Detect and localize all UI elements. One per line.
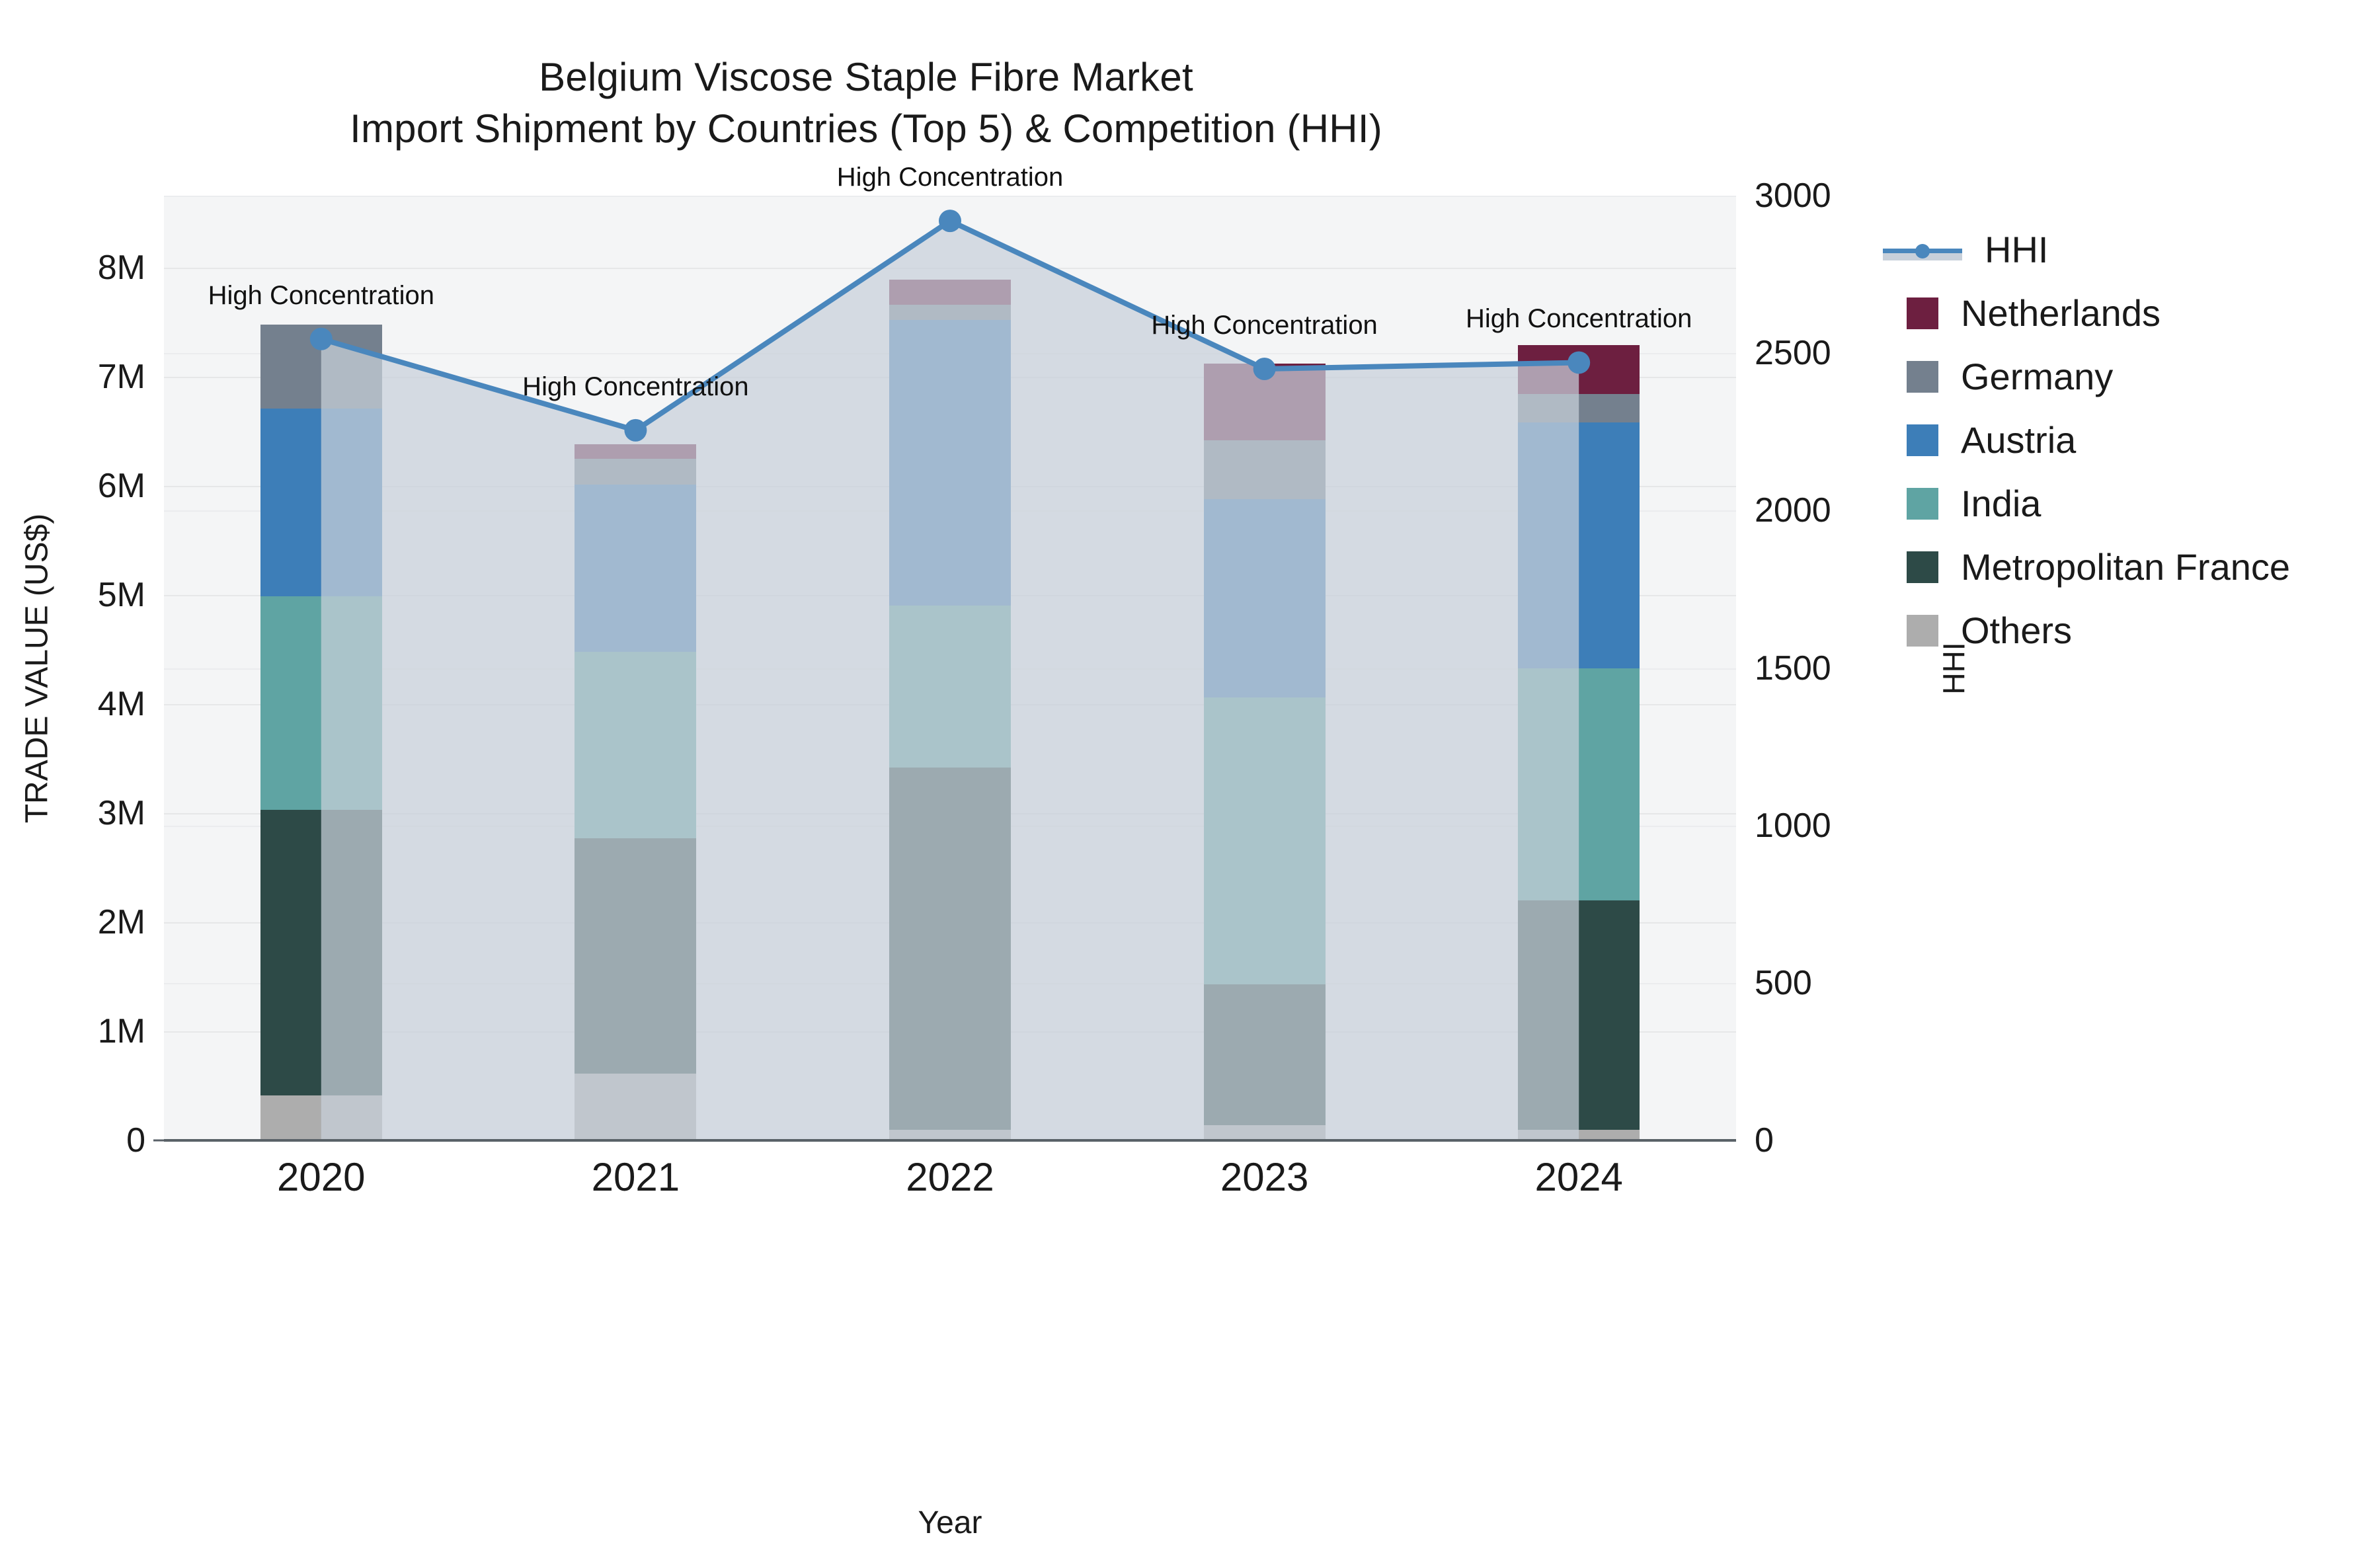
bar-segment-austria[interactable]	[260, 408, 382, 596]
bar-segment-metropolitan-france[interactable]	[1518, 900, 1640, 1130]
y-axis-left-tick-label: 7M	[97, 357, 145, 396]
bar-segment-others[interactable]	[575, 1074, 697, 1140]
legend-label: Netherlands	[1961, 292, 2161, 334]
y-axis-right-tick-label: 1000	[1755, 806, 1831, 845]
chart-title-line1: Belgium Viscose Staple Fibre Market	[539, 55, 1193, 99]
bar-segment-germany[interactable]	[260, 324, 382, 409]
legend-item-hhi[interactable]: HHI	[1883, 218, 2372, 282]
bar-segment-germany[interactable]	[1203, 440, 1326, 499]
annotation-high-concentration-2020: High Concentration	[208, 280, 435, 310]
legend-label: India	[1961, 483, 2042, 524]
legend-label: Others	[1961, 610, 2073, 651]
annotation-high-concentration-2022: High Concentration	[836, 163, 1064, 192]
legend-label: HHI	[1985, 229, 2049, 270]
legend-label: Metropolitan France	[1961, 546, 2291, 588]
bar-2024[interactable]	[1518, 196, 1640, 1140]
legend: HHI Netherlands Germany Austria India Metropo…	[1883, 218, 2372, 662]
bar-segment-india[interactable]	[1203, 697, 1326, 985]
annotation-high-concentration-2024: High Concentration	[1465, 304, 1692, 334]
annotation-high-concentration-2021: High Concentration	[522, 372, 749, 401]
x-axis-tick-label-2022: 2022	[906, 1155, 994, 1199]
bar-2021[interactable]	[575, 196, 697, 1140]
y-axis-tick-mark	[153, 1139, 164, 1142]
legend-label: Austria	[1961, 419, 2077, 461]
legend-swatch-icon	[1907, 424, 1938, 456]
legend-swatch-icon	[1907, 361, 1938, 393]
y-axis-right-tick-label: 1500	[1755, 649, 1831, 688]
bar-segment-austria[interactable]	[1518, 422, 1640, 668]
bar-segment-germany[interactable]	[889, 305, 1011, 321]
chart-title-line2: Import Shipment by Countries (Top 5) & C…	[350, 106, 1382, 151]
legend-item-others[interactable]: Others	[1883, 599, 2372, 662]
x-axis-tick-label-2023: 2023	[1220, 1155, 1309, 1199]
y-axis-left-tick-label: 1M	[97, 1011, 145, 1050]
bar-segment-germany[interactable]	[1518, 394, 1640, 423]
legend-label: Germany	[1961, 356, 2114, 397]
y-axis-left-tick-label: 0	[126, 1121, 145, 1160]
legend-item-metropolitan-france[interactable]: Metropolitan France	[1883, 535, 2372, 599]
y-axis-right-tick-label: 3000	[1755, 177, 1831, 215]
bar-2020[interactable]	[260, 196, 382, 1140]
x-axis-tick-label-2021: 2021	[591, 1155, 680, 1199]
legend-item-austria[interactable]: Austria	[1883, 409, 2372, 472]
bar-segment-netherlands[interactable]	[1203, 364, 1326, 440]
legend-line-marker-icon	[1883, 234, 1962, 266]
bar-segment-austria[interactable]	[889, 320, 1011, 606]
bar-segment-metropolitan-france[interactable]	[889, 767, 1011, 1130]
bar-segment-others[interactable]	[1203, 1125, 1326, 1140]
bar-segment-netherlands[interactable]	[575, 444, 697, 459]
bar-segment-india[interactable]	[1518, 668, 1640, 900]
legend-item-netherlands[interactable]: Netherlands	[1883, 282, 2372, 345]
bar-segment-others[interactable]	[260, 1095, 382, 1140]
y-axis-right-tick-label: 500	[1755, 963, 1812, 1002]
legend-swatch-icon	[1907, 297, 1938, 329]
y-axis-right-tick-label: 2000	[1755, 491, 1831, 530]
bar-segment-india[interactable]	[260, 596, 382, 810]
y-axis-left-title: TRADE VALUE (US$)	[19, 513, 55, 823]
plot-area: 0 1M 2M 3M 4M 5M 6M 7M 8M 0 500 1000 1500 2000 2500 30…	[20, 163, 1971, 1540]
legend-item-india[interactable]: India	[1883, 472, 2372, 535]
y-axis-right-tick-label: 0	[1755, 1121, 1774, 1160]
chart-root: Belgium Viscose Staple Fibre Market Impo…	[0, 52, 2372, 1540]
y-axis-left-tick-label: 3M	[97, 793, 145, 832]
x-axis-line	[164, 1139, 1736, 1142]
y-axis-left-tick-label: 6M	[97, 466, 145, 505]
legend-swatch-icon	[1907, 615, 1938, 647]
bar-segment-india[interactable]	[889, 606, 1011, 768]
chart-title: Belgium Viscose Staple Fibre Market Impo…	[0, 52, 1732, 155]
y-axis-left-tick-label: 8M	[97, 248, 145, 287]
bar-segment-metropolitan-france[interactable]	[575, 838, 697, 1074]
bar-segment-metropolitan-france[interactable]	[260, 810, 382, 1096]
bar-segment-netherlands[interactable]	[1518, 345, 1640, 395]
bar-segment-india[interactable]	[575, 651, 697, 838]
y-axis-right-tick-label: 2500	[1755, 334, 1831, 373]
x-axis-tick-label-2020: 2020	[277, 1155, 366, 1199]
bar-segment-metropolitan-france[interactable]	[1203, 984, 1326, 1125]
bar-segment-austria[interactable]	[1203, 498, 1326, 698]
y-axis-left-tick-label: 2M	[97, 902, 145, 941]
legend-swatch-icon	[1907, 488, 1938, 520]
bar-segment-austria[interactable]	[575, 485, 697, 652]
bar-segment-germany[interactable]	[575, 458, 697, 485]
x-axis-title: Year	[918, 1505, 982, 1540]
y-axis-left-tick-label: 5M	[97, 575, 145, 614]
x-axis-tick-label-2024: 2024	[1534, 1155, 1623, 1199]
legend-swatch-icon	[1907, 551, 1938, 583]
bar-segment-netherlands[interactable]	[889, 280, 1011, 305]
bar-2022[interactable]	[889, 196, 1011, 1140]
legend-item-germany[interactable]: Germany	[1883, 345, 2372, 409]
annotation-high-concentration-2023: High Concentration	[1151, 310, 1378, 340]
gridline-secondary	[164, 196, 1736, 197]
y-axis-left-tick-label: 4M	[97, 684, 145, 723]
